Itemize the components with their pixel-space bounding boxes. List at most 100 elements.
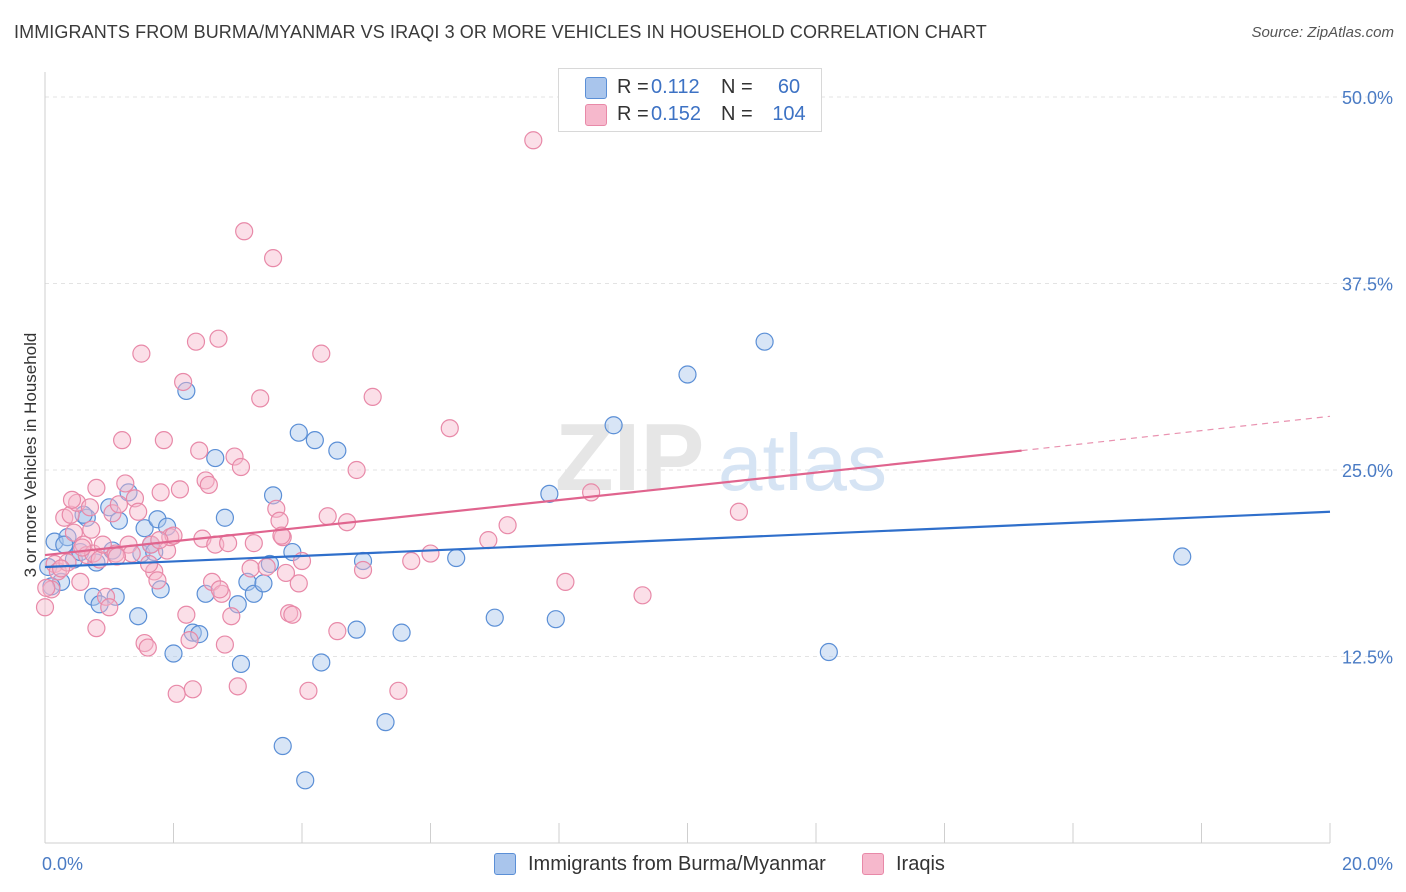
point-iraqis: [210, 580, 229, 599]
point-iraqis: [186, 332, 206, 351]
point-burma: [84, 587, 103, 606]
point-iraqis: [87, 478, 106, 498]
point-burma: [392, 623, 411, 642]
point-burma: [164, 644, 183, 663]
point-iraqis: [363, 387, 382, 406]
n-label: N =: [721, 76, 753, 98]
axes: [44, 72, 1331, 844]
point-iraqis: [440, 419, 459, 438]
watermark-zip: ZIP: [555, 404, 704, 511]
point-iraqis: [87, 619, 106, 638]
point-burma: [546, 610, 565, 629]
point-iraqis: [272, 526, 291, 545]
point-burma: [604, 416, 623, 435]
point-iraqis: [263, 249, 283, 268]
y-tick-label: 25.0%: [1342, 461, 1393, 481]
point-iraqis: [180, 630, 199, 650]
point-iraqis: [318, 507, 337, 526]
point-iraqis: [107, 547, 127, 566]
n-value: 60: [777, 76, 801, 98]
point-burma: [485, 608, 504, 627]
point-burma: [206, 448, 225, 468]
tick-labels: 12.5% 25.0% 37.5% 50.0% 0.0% 20.0%: [42, 88, 1393, 874]
point-iraqis: [257, 557, 276, 577]
bottom-legend-label: Iraqis: [896, 853, 945, 875]
point-iraqis: [498, 516, 517, 535]
bottom-legend-swatch-pink: [862, 853, 884, 875]
point-iraqis: [62, 490, 82, 509]
point-iraqis: [150, 531, 169, 550]
point-iraqis: [524, 131, 543, 150]
bottom-legend-label: Immigrants from Burma/Myanmar: [528, 853, 826, 875]
point-iraqis: [80, 498, 100, 517]
point-iraqis: [122, 544, 141, 563]
point-burma: [231, 654, 251, 674]
point-burma: [819, 642, 838, 662]
point-burma: [678, 365, 697, 384]
point-iraqis: [235, 222, 254, 241]
y-tick-label: 37.5%: [1342, 275, 1393, 295]
y-tick-label: 12.5%: [1342, 648, 1393, 668]
point-iraqis: [276, 563, 296, 583]
bottom-legend-swatch-blue: [494, 853, 516, 875]
point-iraqis: [215, 635, 234, 654]
point-burma: [148, 510, 167, 529]
point-burma: [289, 423, 308, 442]
point-iraqis: [228, 677, 247, 696]
point-burma: [328, 441, 347, 460]
point-burma: [305, 431, 324, 450]
r-value: 0.152: [651, 103, 702, 125]
point-iraqis: [267, 499, 286, 518]
point-iraqis: [347, 460, 366, 480]
point-burma: [312, 653, 331, 672]
point-iraqis: [202, 572, 222, 592]
point-iraqis: [112, 431, 132, 450]
point-burma: [263, 486, 283, 505]
point-iraqis: [35, 598, 55, 617]
point-iraqis: [353, 560, 373, 580]
point-iraqis: [151, 483, 170, 502]
point-burma: [1173, 547, 1192, 566]
point-burma: [376, 713, 395, 732]
trend-line-burma: [44, 510, 1331, 569]
point-iraqis: [190, 441, 209, 460]
point-iraqis: [167, 684, 186, 703]
point-iraqis: [73, 538, 92, 557]
watermark-atlas: atlas: [718, 418, 887, 507]
chart-title: IMMIGRANTS FROM BURMA/MYANMAR VS IRAQI 3…: [14, 22, 987, 42]
point-iraqis: [71, 572, 90, 592]
correlation-legend: R = 0.112 N = 60 R = 0.152 N = 104: [558, 68, 822, 132]
r-value: 0.112: [651, 76, 700, 98]
point-iraqis: [109, 495, 128, 514]
point-burma: [447, 548, 466, 568]
point-iraqis: [177, 605, 196, 624]
trend-line-iraqis-extension: [1021, 415, 1331, 452]
point-burma: [296, 771, 315, 790]
point-burma: [273, 736, 292, 756]
point-iraqis: [251, 389, 270, 408]
point-iraqis: [389, 681, 408, 700]
n-value: 104: [772, 103, 806, 125]
point-iraqis: [148, 571, 167, 590]
point-burma: [135, 519, 154, 538]
point-burma: [157, 517, 177, 536]
point-iraqis: [244, 534, 263, 553]
point-burma: [254, 574, 273, 593]
point-burma: [190, 625, 209, 644]
point-iraqis: [312, 344, 331, 363]
point-iraqis: [106, 544, 125, 563]
grid-lines: [45, 96, 1390, 657]
point-burma: [540, 484, 559, 503]
point-iraqis: [209, 329, 228, 348]
point-burma: [215, 508, 234, 527]
point-iraqis: [402, 551, 421, 571]
point-iraqis: [283, 605, 302, 624]
trend-lines: [44, 415, 1331, 569]
x-tick-label: 20.0%: [1342, 854, 1393, 874]
point-iraqis: [154, 431, 173, 450]
point-iraqis: [241, 559, 260, 578]
r-label: R =: [617, 76, 649, 98]
point-iraqis: [299, 681, 318, 700]
point-iraqis: [225, 447, 244, 466]
